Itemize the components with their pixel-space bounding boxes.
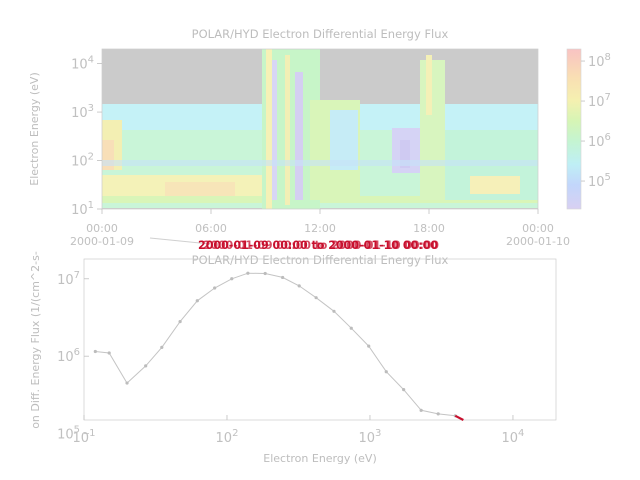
time-range-overlay: 2000-01-09 00:00 to 2000-01-10 00:00 200… [149, 237, 439, 252]
spectrogram-x-tick-date: 2000-01-10 [506, 235, 570, 248]
spectrogram-x-tick-time: 18:00 [413, 222, 445, 235]
spectrogram-x-tick-time: 06:00 [195, 222, 227, 235]
spectrogram-y-tick-label: 101 [71, 200, 94, 218]
spectrogram-y-tick-label: 102 [71, 152, 94, 170]
line-series-point [178, 319, 182, 324]
colorbar-tick-label: 105 [588, 172, 611, 190]
line-series-point [402, 388, 406, 392]
line-series-point [144, 364, 148, 368]
line-series-point [384, 370, 388, 374]
line-series-point [160, 345, 164, 349]
line-plot-y-tick-label: 105 [57, 425, 80, 443]
line-plot-x-tick-label: 101 [73, 428, 96, 446]
spectrogram-x-tick-time: 00:00 [522, 222, 554, 235]
line-plot-x-ticks: 101 102 103 104 [73, 415, 524, 446]
line-series-point [281, 275, 285, 280]
line-series-point [246, 271, 250, 275]
spectrogram-x-tick-date: 2000-01-09 [70, 235, 134, 248]
line-series-point [230, 277, 234, 281]
line-series-point [332, 309, 336, 313]
line-series-point [349, 326, 353, 330]
colorbar-tick-label: 107 [588, 92, 611, 110]
time-range-overlay-text-b: 2000-01-09 00:00 to 2000-01-10 00:00 [203, 238, 439, 252]
line-series-point [263, 271, 267, 276]
colorbar-tick-label: 108 [588, 52, 611, 70]
line-series-point [436, 412, 440, 416]
line-plot-x-tick-label: 102 [216, 428, 239, 446]
spectrogram-y-ticks: 101 102 103 104 [71, 55, 102, 218]
line-plot-x-label: Electron Energy (eV) [263, 452, 377, 465]
line-plot-y-tick-label: 107 [57, 270, 80, 288]
line-series-point [297, 284, 301, 288]
spectrogram-image [102, 49, 538, 209]
spectrogram-y-tick-label: 103 [71, 103, 94, 121]
line-plot-series [93, 271, 464, 421]
line-plot-x-tick-label: 103 [359, 428, 382, 446]
line-plot-title: POLAR/HYD Electron Differential Energy F… [192, 253, 449, 267]
spectrogram-panel: POLAR/HYD Electron Differential Energy F… [28, 27, 611, 248]
line-series-point [195, 299, 199, 303]
line-series-point [125, 381, 129, 385]
line-series-point [213, 286, 217, 290]
colorbar [566, 48, 582, 210]
spectrogram-title: POLAR/HYD Electron Differential Energy F… [192, 27, 449, 41]
line-series-path [95, 272, 456, 417]
line-plot-frame [83, 258, 557, 421]
spectrogram-y-label: Electron Energy (eV) [28, 72, 41, 186]
spectrogram-x-tick-time: 12:00 [304, 222, 336, 235]
colorbar-ticks: 105 106 107 108 [581, 52, 611, 190]
line-series-highlight-segment [454, 414, 464, 421]
line-plot-y-ticks: 105 106 107 [57, 270, 89, 443]
colorbar-tick-label: 106 [588, 132, 611, 150]
line-plot-y-label: on Diff. Energy Flux (1/(cm^2-s- [29, 251, 42, 429]
line-plot-y-tick-label: 106 [57, 347, 80, 365]
line-plot-x-tick-label: 104 [501, 428, 524, 446]
line-series-point [93, 349, 97, 354]
spectrogram-x-tick-time: 00:00 [86, 222, 118, 235]
line-plot-panel: POLAR/HYD Electron Differential Energy F… [29, 251, 557, 465]
line-series-point [314, 296, 318, 300]
line-series-point [419, 408, 423, 412]
line-series-point [367, 344, 371, 348]
line-series-point [107, 351, 111, 355]
time-range-overlay-text-a: 2000-01-09 00:00 to 2000-01-10 00:00 [198, 238, 438, 252]
spectrogram-y-tick-label: 104 [71, 55, 94, 73]
